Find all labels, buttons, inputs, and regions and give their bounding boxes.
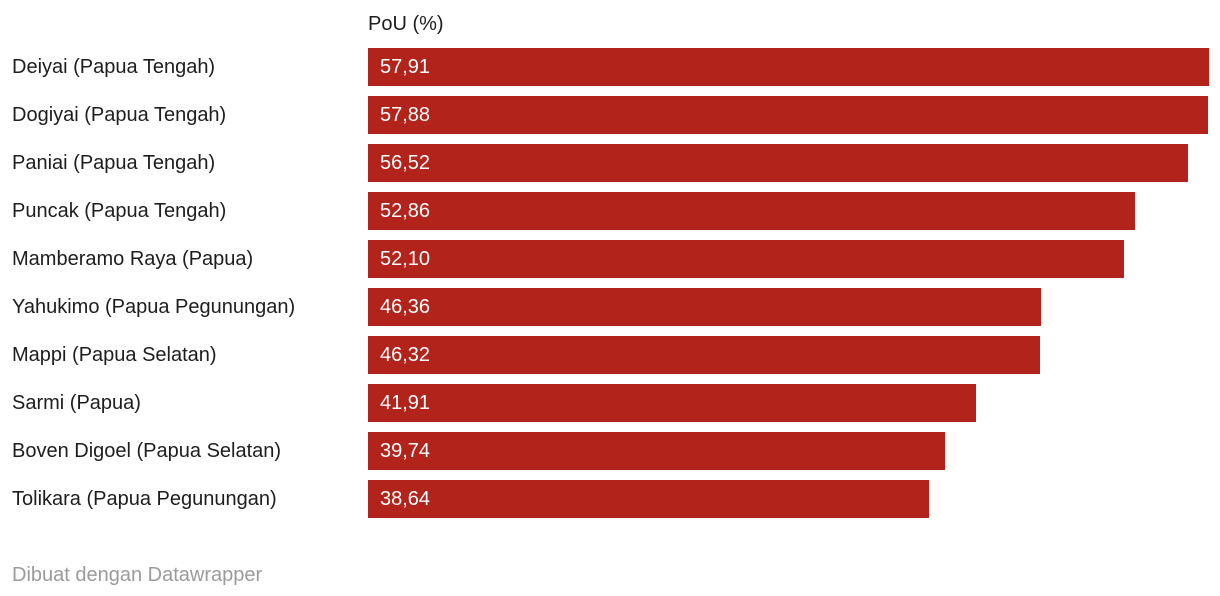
- bar-rows: Deiyai (Papua Tengah) 57,91 Dogiyai (Pap…: [0, 48, 1220, 528]
- bar: 57,91: [368, 48, 1209, 86]
- bar-row: Mamberamo Raya (Papua) 52,10: [0, 240, 1220, 288]
- bar: 41,91: [368, 384, 977, 422]
- category-label: Puncak (Papua Tengah): [12, 199, 227, 222]
- category-label: Dogiyai (Papua Tengah): [12, 103, 227, 126]
- bar: 38,64: [368, 480, 929, 518]
- category-label: Sarmi (Papua): [12, 391, 141, 414]
- bar-track: 41,91: [368, 384, 1220, 422]
- bar: 52,86: [368, 192, 1136, 230]
- category-label: Paniai (Papua Tengah): [12, 151, 216, 174]
- bar: 39,74: [368, 432, 945, 470]
- bar: 56,52: [368, 144, 1189, 182]
- value-label: 57,91: [380, 55, 431, 78]
- category-label: Tolikara (Papua Pegunungan): [12, 487, 277, 510]
- bar-track: 46,36: [368, 288, 1220, 326]
- bar-row: Yahukimo (Papua Pegunungan) 46,36: [0, 288, 1220, 336]
- bar: 52,10: [368, 240, 1125, 278]
- value-label: 38,64: [380, 487, 431, 510]
- bar-track: 52,10: [368, 240, 1220, 278]
- bar-row: Paniai (Papua Tengah) 56,52: [0, 144, 1220, 192]
- value-label: 57,88: [380, 103, 431, 126]
- bar-row: Puncak (Papua Tengah) 52,86: [0, 192, 1220, 240]
- axis-title: PoU (%): [368, 12, 444, 35]
- category-label: Mappi (Papua Selatan): [12, 343, 217, 366]
- value-label: 46,36: [380, 295, 431, 318]
- bar: 46,32: [368, 336, 1041, 374]
- bar-track: 52,86: [368, 192, 1220, 230]
- category-label: Mamberamo Raya (Papua): [12, 247, 254, 270]
- bar-track: 38,64: [368, 480, 1220, 518]
- bar-track: 57,88: [368, 96, 1220, 134]
- bar: 46,36: [368, 288, 1041, 326]
- value-label: 41,91: [380, 391, 431, 414]
- datawrapper-attribution-link[interactable]: Dibuat dengan Datawrapper: [12, 564, 263, 586]
- category-label: Yahukimo (Papua Pegunungan): [12, 295, 296, 318]
- value-label: 56,52: [380, 151, 431, 174]
- category-label: Boven Digoel (Papua Selatan): [12, 439, 282, 462]
- bar-row: Sarmi (Papua) 41,91: [0, 384, 1220, 432]
- category-label: Deiyai (Papua Tengah): [12, 55, 216, 78]
- value-label: 39,74: [380, 439, 431, 462]
- bar: 57,88: [368, 96, 1209, 134]
- value-label: 46,32: [380, 343, 431, 366]
- axis-header: PoU (%): [0, 0, 1220, 48]
- bar-track: 46,32: [368, 336, 1220, 374]
- value-label: 52,86: [380, 199, 431, 222]
- bar-row: Dogiyai (Papua Tengah) 57,88: [0, 96, 1220, 144]
- bar-track: 57,91: [368, 48, 1220, 86]
- value-label: 52,10: [380, 247, 431, 270]
- bar-row: Tolikara (Papua Pegunungan) 38,64: [0, 480, 1220, 528]
- bar-row: Deiyai (Papua Tengah) 57,91: [0, 48, 1220, 96]
- bar-track: 39,74: [368, 432, 1220, 470]
- bar-row: Boven Digoel (Papua Selatan) 39,74: [0, 432, 1220, 480]
- bar-track: 56,52: [368, 144, 1220, 182]
- bar-row: Mappi (Papua Selatan) 46,32: [0, 336, 1220, 384]
